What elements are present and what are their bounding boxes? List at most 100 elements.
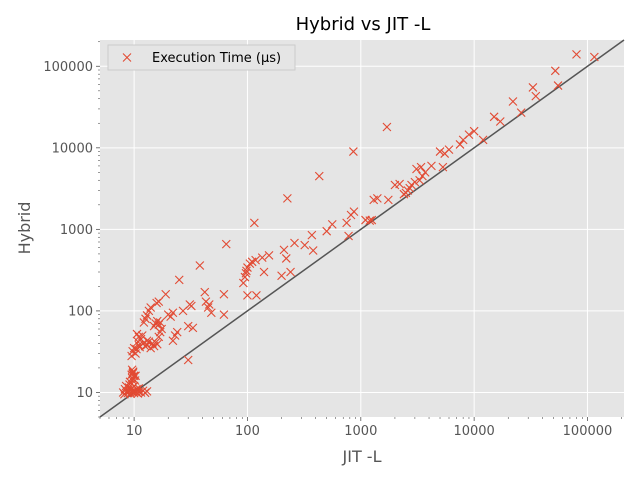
chart-title: Hybrid vs JIT -L — [296, 14, 431, 35]
data-point — [572, 49, 581, 59]
legend-marker-x-icon — [122, 53, 132, 62]
data-point — [204, 300, 214, 309]
data-point — [528, 83, 538, 92]
data-point — [372, 193, 382, 203]
data-point — [314, 171, 324, 181]
data-point — [161, 289, 171, 299]
data-point — [188, 323, 198, 333]
data-point — [589, 52, 599, 62]
data-point — [195, 261, 205, 270]
data-points — [118, 49, 599, 399]
y-axis-label: Hybrid — [15, 202, 34, 255]
y-tick-label: 1000 — [60, 223, 93, 238]
data-point — [427, 161, 436, 171]
legend-box — [107, 44, 296, 71]
reference-line-group — [99, 39, 625, 418]
legend-marker — [122, 53, 132, 62]
data-point — [435, 147, 445, 156]
data-point — [300, 240, 310, 250]
data-point — [168, 336, 178, 346]
data-point — [168, 308, 178, 318]
data-point — [382, 122, 392, 132]
data-point — [489, 112, 499, 122]
data-point — [327, 220, 337, 229]
data-point — [531, 91, 541, 101]
data-point — [146, 303, 156, 312]
data-point — [183, 321, 193, 331]
data-point — [290, 238, 299, 248]
data-point — [128, 368, 138, 378]
data-point — [203, 303, 213, 312]
data-point — [307, 230, 317, 240]
data-point — [455, 140, 465, 149]
data-point — [286, 267, 295, 277]
data-point — [383, 195, 393, 205]
data-point — [186, 301, 196, 311]
data-point — [219, 289, 229, 299]
data-point — [282, 193, 292, 203]
data-point — [242, 266, 251, 276]
data-point — [238, 278, 248, 288]
data-point — [221, 239, 231, 249]
x-tick-label: 10 — [126, 424, 143, 439]
data-point — [243, 290, 252, 300]
data-point — [416, 162, 426, 172]
y-tick-label: 10000 — [52, 141, 93, 156]
data-point — [142, 387, 152, 396]
data-point — [508, 97, 518, 106]
data-point — [550, 66, 560, 76]
y-tick-label: 100 — [68, 304, 93, 319]
data-point — [264, 250, 274, 260]
data-point — [241, 268, 251, 278]
data-point — [252, 290, 261, 300]
data-point — [438, 162, 448, 172]
data-point — [342, 218, 352, 228]
data-point — [367, 215, 377, 225]
data-point — [444, 145, 454, 155]
data-point — [322, 226, 332, 236]
x-tick-label: 100 — [235, 424, 260, 439]
data-point — [415, 175, 424, 185]
data-point — [249, 218, 259, 228]
legend: Execution Time (µs) — [107, 44, 296, 71]
data-point — [243, 263, 252, 272]
data-point — [259, 267, 269, 277]
legend-label: Execution Time (µs) — [152, 51, 281, 66]
data-point — [395, 179, 404, 189]
data-point — [348, 147, 358, 156]
y-tick-label: 10 — [76, 386, 93, 401]
data-point — [251, 255, 260, 265]
data-point — [174, 275, 184, 285]
data-point — [469, 126, 479, 136]
data-point — [200, 287, 210, 297]
data-point — [308, 246, 318, 255]
data-point — [134, 384, 144, 393]
data-point — [279, 245, 289, 255]
data-point — [277, 271, 286, 281]
data-point — [155, 318, 165, 327]
x-tick-label: 10000 — [453, 424, 494, 439]
x-tick-label: 100000 — [563, 424, 613, 439]
data-point — [478, 135, 488, 145]
data-point — [127, 365, 137, 375]
data-point — [183, 355, 193, 365]
y-tick-label: 100000 — [43, 60, 93, 75]
data-point — [129, 371, 139, 381]
data-point — [166, 312, 176, 322]
data-point — [349, 207, 359, 217]
data-point — [142, 311, 152, 320]
x-tick-label: 1000 — [344, 424, 377, 439]
data-point — [219, 310, 229, 320]
data-point — [206, 308, 216, 318]
data-point — [154, 332, 164, 342]
data-point — [464, 130, 474, 140]
x-axis-ticks: 10 100 1000 10000 100000 — [99, 417, 622, 439]
data-point — [281, 254, 291, 263]
data-point — [410, 177, 420, 187]
data-point — [344, 231, 353, 241]
data-point — [495, 117, 505, 126]
data-point — [412, 164, 421, 174]
data-point — [128, 376, 138, 385]
data-point — [516, 108, 526, 118]
